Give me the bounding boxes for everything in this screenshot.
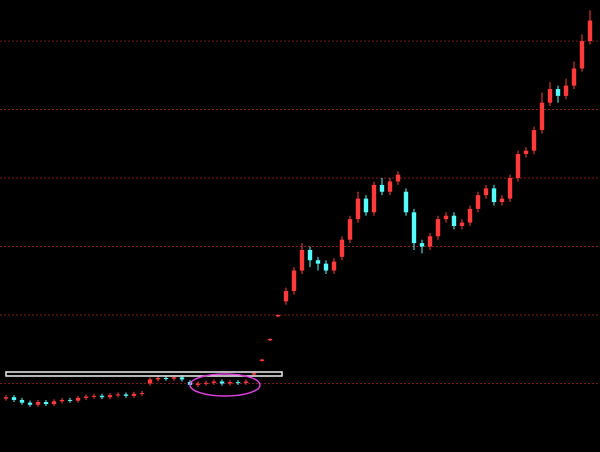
candle-body	[251, 373, 257, 375]
candle-body	[387, 181, 393, 192]
candle-body	[315, 260, 321, 264]
candle-body	[227, 382, 233, 384]
candle-body	[171, 377, 177, 379]
candle-body	[163, 378, 169, 380]
candle-body	[371, 184, 377, 213]
candle-body	[339, 239, 345, 257]
candle-body	[43, 402, 49, 405]
candle-body	[179, 377, 185, 380]
candle-body	[275, 315, 281, 317]
candle-body	[411, 212, 417, 244]
candle-body	[67, 399, 73, 401]
candle-body	[419, 243, 425, 247]
candle-body	[19, 399, 25, 403]
candle-body	[203, 382, 209, 384]
candle-body	[131, 393, 137, 396]
candle-body	[35, 402, 41, 405]
candle-body	[51, 401, 57, 405]
candle-body	[243, 381, 249, 383]
candle-body	[483, 188, 489, 196]
candle-body	[235, 382, 241, 384]
candle-body	[403, 191, 409, 213]
candle-body	[83, 396, 89, 398]
candle-body	[115, 394, 121, 396]
candle-body	[547, 89, 553, 103]
candle-body	[435, 219, 441, 237]
candle-body	[59, 399, 65, 402]
candle-body	[363, 198, 369, 213]
candle-body	[571, 68, 577, 86]
highlight-ellipse	[189, 373, 261, 397]
candle-body	[75, 397, 81, 401]
candle-body	[579, 41, 585, 69]
candle-body	[3, 397, 9, 399]
candle-body	[539, 102, 545, 131]
candle-body	[323, 263, 329, 271]
candle-body	[331, 261, 337, 271]
candle-body	[11, 397, 17, 400]
candle-body	[267, 339, 273, 341]
candle-body	[91, 395, 97, 397]
candle-body	[395, 174, 401, 182]
candle-body	[467, 208, 473, 223]
candle-body	[155, 378, 161, 380]
candle-body	[523, 150, 529, 155]
candle-body	[515, 154, 521, 179]
highlight-box	[5, 371, 283, 377]
candle-body	[507, 178, 513, 199]
candle-body	[219, 381, 225, 384]
candle-body	[443, 215, 449, 220]
candle-body	[283, 291, 289, 302]
candle-body	[291, 270, 297, 292]
candle-body	[563, 85, 569, 96]
candle-body	[211, 381, 217, 383]
candle-body	[379, 184, 385, 192]
candle-body	[123, 394, 129, 396]
candle-body	[475, 195, 481, 209]
candle-body	[491, 188, 497, 203]
candle-body	[299, 249, 305, 271]
candle-body	[27, 402, 33, 405]
candle-body	[451, 215, 457, 226]
candle-body	[427, 236, 433, 247]
candle-body	[531, 130, 537, 151]
candle-body	[347, 219, 353, 240]
candle-body	[355, 198, 361, 220]
candle-body	[499, 198, 505, 203]
candle-body	[147, 379, 153, 384]
grid	[0, 40, 600, 384]
candle-body	[139, 393, 145, 395]
candle-body	[307, 249, 313, 261]
candle-body	[195, 383, 201, 385]
candle-body	[555, 89, 561, 96]
candle-body	[107, 395, 113, 398]
candle-body	[259, 359, 265, 361]
candle-body	[99, 395, 105, 398]
candle-body	[459, 222, 465, 226]
candle-body	[587, 20, 593, 42]
